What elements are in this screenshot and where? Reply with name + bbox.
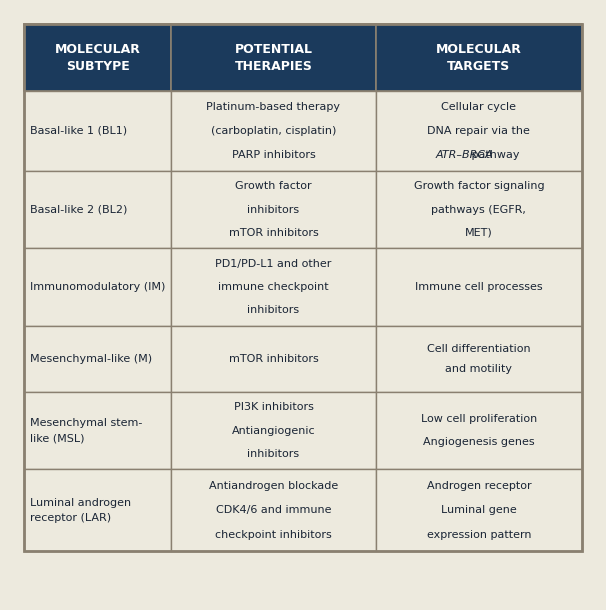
Text: (carboplatin, cisplatin): (carboplatin, cisplatin)	[211, 126, 336, 136]
Bar	[171, 24, 376, 91]
Bar	[376, 470, 582, 551]
Text: PI3K inhibitors: PI3K inhibitors	[233, 403, 313, 412]
Text: Antiangiogenic: Antiangiogenic	[231, 426, 315, 436]
Text: MOLECULAR
SUBTYPE: MOLECULAR SUBTYPE	[55, 43, 141, 73]
Text: immune checkpoint: immune checkpoint	[218, 282, 329, 292]
Text: checkpoint inhibitors: checkpoint inhibitors	[215, 529, 332, 539]
Text: Angiogenesis genes: Angiogenesis genes	[423, 437, 534, 447]
Text: Cell differentiation: Cell differentiation	[427, 344, 531, 354]
Bar	[376, 91, 582, 171]
Bar	[376, 171, 582, 248]
Text: inhibitors: inhibitors	[247, 204, 299, 215]
Text: Growth factor signaling: Growth factor signaling	[413, 181, 544, 192]
Bar	[24, 171, 171, 248]
Text: Basal-like 1 (BL1): Basal-like 1 (BL1)	[30, 126, 127, 136]
Bar	[24, 24, 582, 551]
Text: Cellular cycle: Cellular cycle	[441, 102, 516, 112]
Bar	[171, 91, 376, 171]
Bar	[376, 392, 582, 470]
Text: Mesenchymal-like (M): Mesenchymal-like (M)	[30, 354, 153, 364]
Bar	[24, 91, 171, 171]
Text: PD1/PD-L1 and other: PD1/PD-L1 and other	[215, 259, 331, 269]
Text: Immunomodulatory (IM): Immunomodulatory (IM)	[30, 282, 165, 292]
Text: MOLECULAR
TARGETS: MOLECULAR TARGETS	[436, 43, 522, 73]
Text: Mesenchymal stem-
like (MSL): Mesenchymal stem- like (MSL)	[30, 418, 142, 443]
Bar	[24, 326, 171, 392]
Bar	[171, 248, 376, 326]
Text: DNA repair via the: DNA repair via the	[427, 126, 530, 136]
Text: Immune cell processes: Immune cell processes	[415, 282, 543, 292]
Bar	[24, 248, 171, 326]
Text: inhibitors: inhibitors	[247, 305, 299, 315]
Text: MET): MET)	[465, 228, 493, 238]
Bar	[376, 248, 582, 326]
Text: POTENTIAL
THERAPIES: POTENTIAL THERAPIES	[235, 43, 313, 73]
Bar	[376, 24, 582, 91]
Bar	[24, 392, 171, 470]
Text: Growth factor: Growth factor	[235, 181, 311, 192]
Text: mTOR inhibitors: mTOR inhibitors	[228, 354, 318, 364]
Bar	[171, 392, 376, 470]
Text: Luminal androgen
receptor (LAR): Luminal androgen receptor (LAR)	[30, 498, 132, 523]
Text: Basal-like 2 (BL2): Basal-like 2 (BL2)	[30, 204, 128, 215]
Text: mTOR inhibitors: mTOR inhibitors	[228, 228, 318, 238]
Text: Antiandrogen blockade: Antiandrogen blockade	[209, 481, 338, 490]
Text: and motility: and motility	[445, 364, 513, 374]
Bar	[171, 470, 376, 551]
Bar	[24, 24, 171, 91]
Text: Androgen receptor: Androgen receptor	[427, 481, 531, 490]
Text: ATR–BRCA: ATR–BRCA	[436, 150, 493, 160]
Bar	[171, 171, 376, 248]
Text: expression pattern: expression pattern	[427, 529, 531, 539]
Text: pathways (EGFR,: pathways (EGFR,	[431, 204, 527, 215]
Bar	[24, 470, 171, 551]
Bar	[171, 326, 376, 392]
Text: pathway: pathway	[468, 150, 519, 160]
Text: CDK4/6 and immune: CDK4/6 and immune	[216, 505, 331, 515]
Text: Luminal gene: Luminal gene	[441, 505, 517, 515]
Text: PARP inhibitors: PARP inhibitors	[231, 150, 315, 160]
Bar	[376, 326, 582, 392]
Text: Low cell proliferation: Low cell proliferation	[421, 414, 537, 424]
Text: inhibitors: inhibitors	[247, 449, 299, 459]
Text: Platinum-based therapy: Platinum-based therapy	[207, 102, 341, 112]
